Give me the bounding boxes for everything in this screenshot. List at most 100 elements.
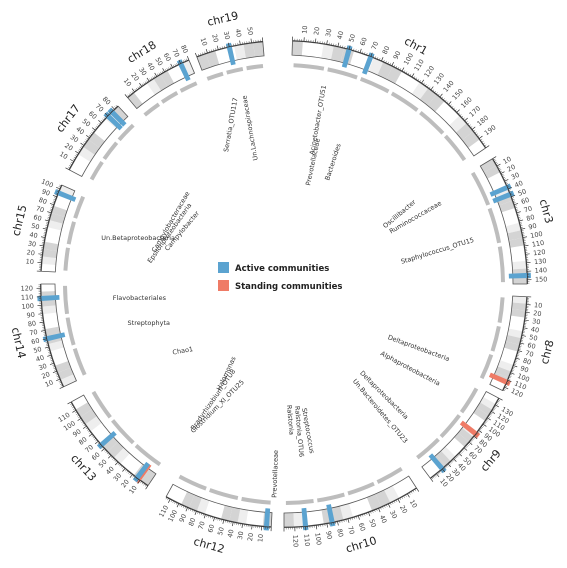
tick-mark	[409, 73, 412, 76]
tick-label: 70	[84, 443, 95, 454]
inner-track-layer	[63, 63, 505, 505]
tick-label: 10	[438, 477, 449, 488]
tick-label: 20	[246, 532, 255, 541]
cytoband	[127, 92, 143, 109]
tick-mark	[482, 423, 487, 427]
tick-mark	[167, 498, 169, 501]
inner-track-segment	[143, 102, 161, 117]
inner-track-segment	[117, 123, 135, 142]
tick-label: 40	[145, 61, 156, 72]
tick-mark	[50, 208, 53, 210]
tick-label: 70	[524, 349, 534, 359]
tick-label: 100	[516, 372, 530, 384]
tick-mark	[227, 42, 230, 47]
tick-mark	[110, 456, 113, 459]
tick-mark	[516, 356, 519, 358]
tick-mark	[360, 515, 362, 518]
tick-mark	[480, 427, 483, 430]
tick-mark	[97, 124, 100, 126]
highlight-active	[103, 111, 123, 131]
tick-mark	[484, 421, 487, 423]
tick-label: 80	[525, 213, 535, 223]
tick-mark	[167, 499, 171, 503]
tick-mark	[493, 407, 496, 409]
tick-label: 20	[129, 71, 140, 82]
tick-mark	[154, 72, 158, 77]
tick-label: 80	[38, 196, 48, 206]
legend-standing-swatch	[218, 280, 229, 291]
tick-mark	[88, 134, 91, 137]
tick-mark	[513, 365, 518, 368]
tick-label: 10	[534, 301, 543, 310]
tick-label: 70	[197, 520, 207, 530]
tick-mark	[515, 207, 518, 209]
inner-track-segment	[439, 414, 461, 438]
tick-mark	[349, 518, 351, 521]
tick-mark	[507, 186, 510, 188]
inner-track-segment	[91, 390, 112, 419]
tick-mark	[512, 368, 515, 370]
tick-mark	[219, 46, 221, 49]
tick-mark	[417, 78, 420, 81]
tick-label: 80	[381, 45, 392, 56]
inner-track-segment	[459, 387, 479, 414]
tick-label: 90	[178, 513, 189, 524]
tick-mark	[137, 480, 141, 484]
tick-mark	[370, 511, 372, 514]
tick-label: 70	[94, 102, 106, 114]
tick-mark	[483, 422, 486, 425]
tick-mark	[467, 444, 469, 446]
tick-mark	[483, 142, 486, 145]
tick-mark	[55, 192, 58, 194]
tick-mark	[427, 85, 429, 88]
tick-mark	[40, 236, 46, 238]
tick-mark	[503, 388, 506, 390]
tick-mark	[515, 208, 518, 210]
cytoband	[57, 367, 74, 380]
tick-mark	[129, 474, 133, 478]
tick-label: 20	[119, 478, 130, 489]
tick-mark	[47, 216, 50, 218]
tick-label: 40	[29, 231, 39, 240]
inner-track-segment	[479, 354, 494, 380]
tick-mark	[56, 186, 60, 190]
tick-mark	[239, 40, 241, 45]
tick-mark	[407, 72, 410, 75]
tick-mark	[376, 509, 378, 512]
tick-mark	[399, 68, 402, 71]
tick-mark	[386, 504, 388, 507]
tick-label: 60	[527, 341, 537, 351]
tick-mark	[435, 474, 437, 477]
tick-mark	[56, 378, 60, 382]
inner-track-segment	[63, 247, 70, 271]
cytoband	[43, 241, 59, 252]
tick-mark	[470, 440, 472, 443]
tick-mark	[199, 512, 201, 515]
tick-label: 80	[77, 435, 88, 446]
tick-mark	[111, 106, 115, 110]
tick-mark	[453, 458, 457, 462]
tick-mark	[515, 357, 520, 360]
tick-label: 10	[127, 484, 138, 495]
tick-mark	[94, 441, 99, 445]
tick-mark	[101, 448, 105, 452]
tick-mark	[54, 369, 57, 371]
tick-label: 30	[236, 531, 245, 541]
tick-mark	[75, 153, 78, 156]
tick-mark	[42, 338, 47, 341]
tick-mark	[58, 380, 61, 382]
tick-mark	[86, 137, 89, 140]
cytoband	[111, 106, 128, 123]
tick-mark	[410, 491, 413, 494]
tick-mark	[378, 508, 381, 513]
tick-mark	[522, 236, 528, 238]
tick-mark	[197, 511, 199, 514]
tick-mark	[150, 77, 153, 80]
tick-mark	[442, 468, 446, 473]
tick-mark	[353, 48, 355, 51]
tick-mark	[215, 517, 217, 520]
tick-mark	[481, 426, 484, 428]
tick-mark	[501, 173, 504, 176]
tick-mark	[476, 432, 479, 435]
